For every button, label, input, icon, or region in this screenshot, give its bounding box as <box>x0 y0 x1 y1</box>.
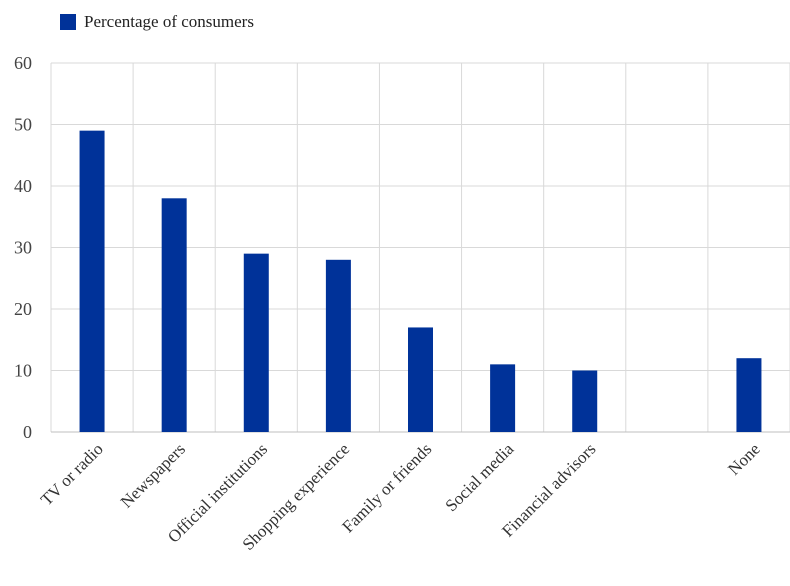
bar <box>408 327 433 432</box>
x-tick-label: None <box>724 439 763 478</box>
bar <box>161 198 187 432</box>
legend: Percentage of consumers <box>60 12 254 32</box>
x-tick-label: Social media <box>442 439 518 515</box>
bar <box>79 130 105 432</box>
y-tick-label: 0 <box>23 422 32 442</box>
bar <box>490 364 516 432</box>
x-tick-label: Family or friends <box>338 439 435 536</box>
bar <box>736 358 762 432</box>
x-tick-label: TV or radio <box>37 439 107 509</box>
bar <box>572 370 598 432</box>
y-tick-label: 30 <box>14 238 32 258</box>
bar <box>325 259 351 432</box>
legend-label: Percentage of consumers <box>84 12 254 31</box>
y-tick-label: 60 <box>14 53 32 73</box>
x-tick-label: Newspapers <box>117 439 189 511</box>
legend-swatch <box>60 14 76 30</box>
y-tick-label: 40 <box>14 176 32 196</box>
y-tick-label: 50 <box>14 115 32 135</box>
y-tick-label: 20 <box>14 299 32 319</box>
y-tick-label: 10 <box>14 361 32 381</box>
bar <box>243 253 269 432</box>
